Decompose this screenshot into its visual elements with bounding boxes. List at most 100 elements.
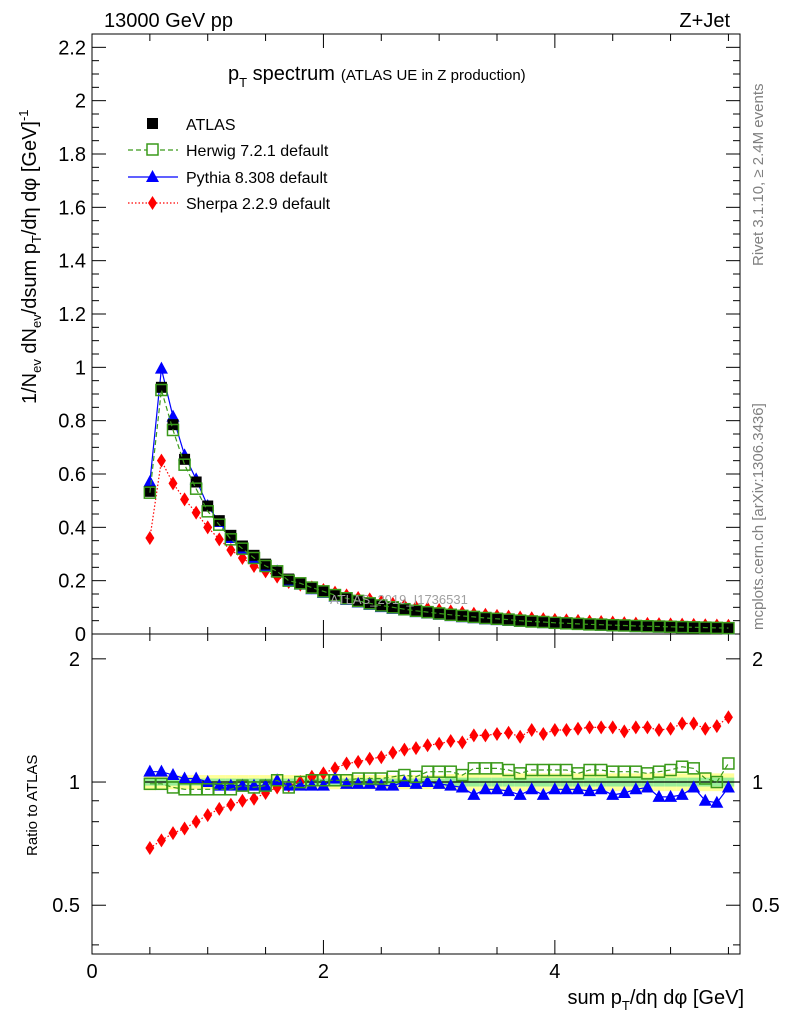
main-point-herwig bbox=[641, 620, 654, 633]
ratio-point-pythia bbox=[583, 784, 597, 797]
ratio-point-herwig bbox=[143, 777, 157, 791]
x-axis-label: sum pT/dη dφ [GeV] bbox=[567, 987, 744, 1013]
ratio-point-herwig bbox=[618, 765, 631, 778]
main-point-herwig bbox=[502, 613, 515, 626]
ratio-point-herwig bbox=[386, 770, 400, 784]
analysis-watermark: ATLAS_2019_I1736531 bbox=[330, 592, 468, 607]
ratio-point-herwig bbox=[375, 772, 388, 785]
ratio-point-sherpa bbox=[180, 821, 190, 836]
main-point-herwig bbox=[699, 621, 712, 634]
ratio-point-sherpa bbox=[168, 826, 178, 841]
ratio-point-sherpa bbox=[550, 723, 560, 738]
ratio-point-pythia bbox=[143, 764, 157, 777]
main-point-herwig bbox=[652, 620, 666, 633]
legend-label-sherpa: Sherpa 2.2.9 default bbox=[186, 196, 331, 213]
main-point-herwig bbox=[432, 607, 446, 620]
xlabel-sub: T bbox=[622, 998, 630, 1013]
main-point-sherpa bbox=[180, 492, 190, 507]
ratio-point-herwig bbox=[178, 783, 191, 796]
main-y-tick-label: 2.2 bbox=[58, 37, 86, 59]
ratio-point-herwig bbox=[664, 763, 677, 777]
main-point-atlas bbox=[190, 476, 202, 488]
ratio-point-herwig bbox=[641, 767, 654, 780]
ratio-point-pythia bbox=[710, 795, 724, 808]
ratio-point-sherpa bbox=[480, 728, 490, 743]
ratio-point-pythia bbox=[189, 771, 203, 784]
ylabel-part1: 1/N bbox=[19, 373, 41, 404]
ratio-point-pythia bbox=[536, 787, 550, 800]
ratio-point-sherpa bbox=[504, 725, 514, 740]
ratio-point-pythia bbox=[640, 780, 654, 793]
ratio-point-sherpa bbox=[226, 797, 236, 812]
ratio-point-herwig bbox=[282, 781, 295, 794]
ratio-point-herwig bbox=[525, 763, 538, 777]
ratio-point-pythia bbox=[178, 771, 192, 784]
ratio-point-pythia bbox=[548, 782, 562, 795]
main-point-atlas bbox=[236, 540, 248, 552]
ratio-line-herwig bbox=[149, 763, 729, 790]
ratio-point-pythia bbox=[432, 776, 446, 789]
main-point-atlas bbox=[665, 621, 677, 633]
main-point-atlas bbox=[503, 614, 515, 626]
ratio-point-pythia bbox=[675, 787, 689, 800]
main-point-atlas bbox=[375, 600, 387, 612]
ratio-point-sherpa bbox=[689, 716, 699, 731]
main-y-tick-label: 0.8 bbox=[58, 411, 86, 433]
legend-item-pythia: Pythia 8.308 default bbox=[128, 170, 328, 187]
main-point-herwig bbox=[236, 542, 249, 555]
main-point-atlas bbox=[607, 619, 619, 631]
ratio-y-tick-label: 0.5 bbox=[52, 895, 80, 917]
ratio-point-pythia bbox=[235, 778, 249, 791]
ratio-point-sherpa bbox=[156, 833, 166, 848]
ratio-point-herwig bbox=[456, 768, 469, 782]
main-point-herwig bbox=[189, 482, 203, 495]
ratio-point-sherpa bbox=[423, 738, 433, 753]
main-point-atlas bbox=[283, 573, 295, 585]
main-point-sherpa bbox=[214, 532, 224, 547]
main-point-sherpa bbox=[145, 531, 155, 545]
ratio-point-pythia bbox=[282, 778, 296, 791]
main-point-herwig bbox=[560, 617, 573, 630]
x-tick-label: 4 bbox=[549, 961, 560, 983]
ratio-y-tick-label-right: 1 bbox=[752, 772, 763, 794]
main-point-atlas bbox=[433, 608, 445, 620]
ratio-point-pythia bbox=[270, 773, 284, 786]
title-subscript: T bbox=[239, 75, 247, 90]
main-point-atlas bbox=[306, 582, 318, 594]
title-spectrum: spectrum bbox=[247, 63, 335, 85]
ylabel-sub1: ev bbox=[29, 359, 44, 373]
ratio-point-sherpa bbox=[492, 727, 502, 742]
ratio-point-herwig bbox=[606, 765, 619, 778]
ratio-point-sherpa bbox=[608, 720, 618, 735]
ratio-point-sherpa bbox=[365, 751, 375, 766]
ratio-point-herwig bbox=[479, 762, 492, 775]
main-point-atlas bbox=[271, 566, 283, 578]
ratio-point-sherpa bbox=[654, 723, 664, 738]
main-point-herwig bbox=[467, 610, 481, 624]
main-point-herwig bbox=[618, 619, 631, 632]
main-point-herwig bbox=[537, 615, 550, 629]
ratio-point-pythia bbox=[478, 782, 492, 795]
main-point-herwig bbox=[513, 614, 527, 627]
main-y-tick-label: 0.6 bbox=[58, 464, 86, 486]
main-point-herwig bbox=[143, 486, 157, 499]
legend-item-sherpa: Sherpa 2.2.9 default bbox=[128, 196, 331, 213]
ratio-point-sherpa bbox=[515, 729, 525, 744]
main-point-atlas bbox=[213, 515, 225, 527]
ratio-point-sherpa bbox=[573, 721, 583, 736]
ratio-point-herwig bbox=[398, 768, 411, 782]
title-paren: (ATLAS UE in Z production) bbox=[341, 67, 526, 84]
ratio-point-herwig bbox=[583, 763, 596, 777]
main-point-atlas bbox=[560, 618, 572, 630]
ratio-point-herwig bbox=[444, 765, 457, 778]
legend-label-atlas: ATLAS bbox=[186, 117, 236, 134]
ratio-point-pythia bbox=[606, 787, 620, 800]
ratio-point-sherpa bbox=[376, 750, 386, 765]
main-point-herwig bbox=[282, 574, 295, 587]
main-point-herwig bbox=[456, 609, 469, 623]
ratio-point-pythia bbox=[224, 778, 238, 791]
ratio-point-pythia bbox=[617, 786, 631, 799]
ratio-point-sherpa bbox=[330, 761, 340, 776]
main-point-atlas bbox=[479, 613, 491, 625]
ratio-point-sherpa bbox=[434, 736, 444, 751]
